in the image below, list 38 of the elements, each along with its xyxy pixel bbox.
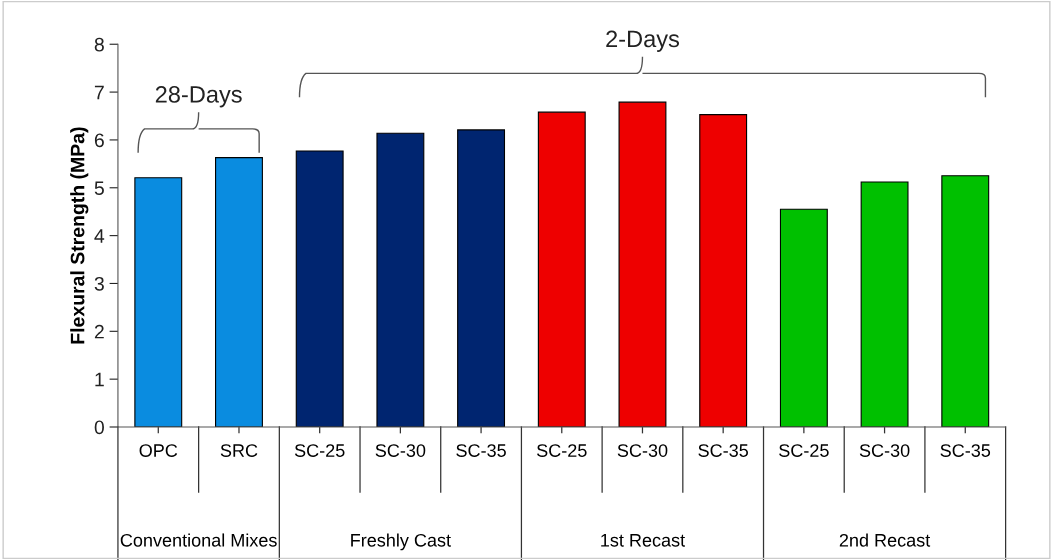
y-tick-label: 7 (94, 85, 104, 100)
x-tick-label: SC-30 (859, 444, 910, 457)
bar (457, 129, 506, 427)
x-tick-label: SC-25 (294, 444, 345, 457)
bar (134, 177, 183, 427)
bar (779, 208, 828, 427)
bar (860, 181, 909, 427)
bar (699, 114, 748, 427)
bar (618, 101, 667, 427)
x-tick-label: SC-25 (779, 444, 829, 457)
y-tick-label: 8 (94, 37, 104, 52)
y-tick-label: 3 (94, 276, 104, 291)
x-tick-label: SC-35 (698, 444, 748, 457)
text: 2nd Recast (839, 533, 931, 547)
bar (941, 175, 990, 427)
annotation: 28-Days (155, 86, 242, 108)
y-tick-label: 6 (94, 133, 104, 148)
y-tick-label: 5 (94, 181, 104, 196)
x-tick-label: SC-35 (940, 444, 991, 457)
bar (215, 157, 263, 427)
bar (295, 150, 344, 427)
text: Conventional Mixes (120, 533, 277, 547)
x-tick-label: OPC (139, 444, 178, 457)
text: 1st Recast (601, 534, 685, 547)
text: Freshly Cast (351, 533, 451, 551)
y-tick-label: 2 (94, 324, 104, 339)
y-tick-label: 1 (95, 372, 104, 387)
y-axis-title: Flexural Strength (MPa) (70, 127, 89, 344)
x-tick-label: SRC (220, 444, 258, 457)
x-tick-label: SC-25 (537, 444, 587, 457)
bar (376, 132, 425, 427)
annotation: 2-Days (606, 30, 680, 52)
x-tick-label: SC-30 (617, 444, 668, 457)
y-tick-label: 4 (94, 229, 105, 243)
x-tick-label: SC-35 (456, 444, 506, 457)
x-tick-label: SC-30 (375, 444, 426, 457)
bar (537, 111, 586, 427)
y-tick-label: 0 (94, 420, 104, 435)
